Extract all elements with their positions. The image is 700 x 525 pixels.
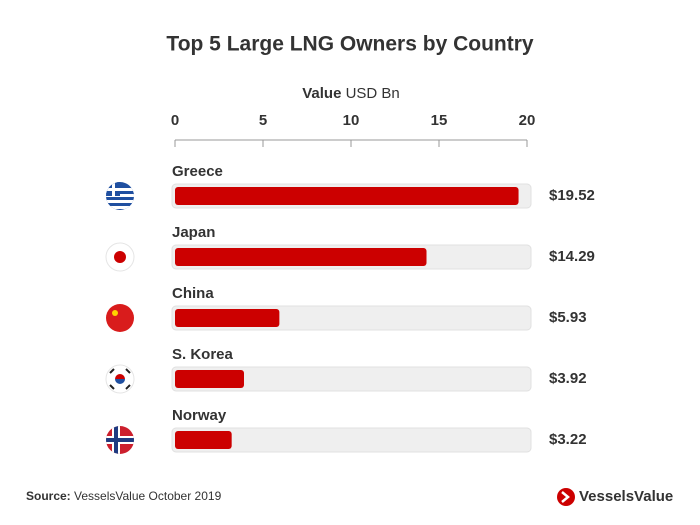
category-label: S. Korea xyxy=(172,346,234,363)
source-label: Source: xyxy=(26,489,71,503)
axis-label: Value xyxy=(302,85,341,102)
axis-title: Value USD Bn xyxy=(302,85,400,102)
bar xyxy=(175,370,244,388)
x-tick-label: 5 xyxy=(259,112,267,129)
value-label: $5.93 xyxy=(549,309,587,326)
flag-greece xyxy=(106,182,134,210)
source: Source: VesselsValue October 2019 xyxy=(26,489,222,503)
logo: VesselsValue xyxy=(557,488,673,506)
value-label: $14.29 xyxy=(549,248,595,265)
bar xyxy=(175,248,427,266)
x-tick-label: 10 xyxy=(343,112,360,129)
chart-title: Top 5 Large LNG Owners by Country xyxy=(166,33,533,56)
x-tick-label: 0 xyxy=(171,112,179,129)
value-label: $3.92 xyxy=(549,370,587,387)
flag-japan xyxy=(105,242,135,272)
bar xyxy=(175,187,519,205)
category-label: Japan xyxy=(172,224,215,241)
category-label: Greece xyxy=(172,163,223,180)
flag-china xyxy=(106,304,134,332)
bar-track xyxy=(171,366,532,392)
bar-track xyxy=(171,427,532,453)
category-label: China xyxy=(172,285,214,302)
logo-text: VesselsValue xyxy=(579,488,673,505)
flag-norway xyxy=(106,426,134,454)
source-text: VesselsValue October 2019 xyxy=(74,489,222,503)
x-tick-label: 15 xyxy=(431,112,448,129)
flag-korea xyxy=(105,364,135,394)
value-label: $19.52 xyxy=(549,187,595,204)
bar xyxy=(175,309,280,327)
logo-icon xyxy=(557,488,575,506)
bar xyxy=(175,431,232,449)
value-label: $3.22 xyxy=(549,431,587,448)
flags xyxy=(105,182,135,454)
x-tick-label: 20 xyxy=(519,112,536,129)
category-label: Norway xyxy=(172,407,227,424)
axis-unit: USD Bn xyxy=(346,85,400,102)
